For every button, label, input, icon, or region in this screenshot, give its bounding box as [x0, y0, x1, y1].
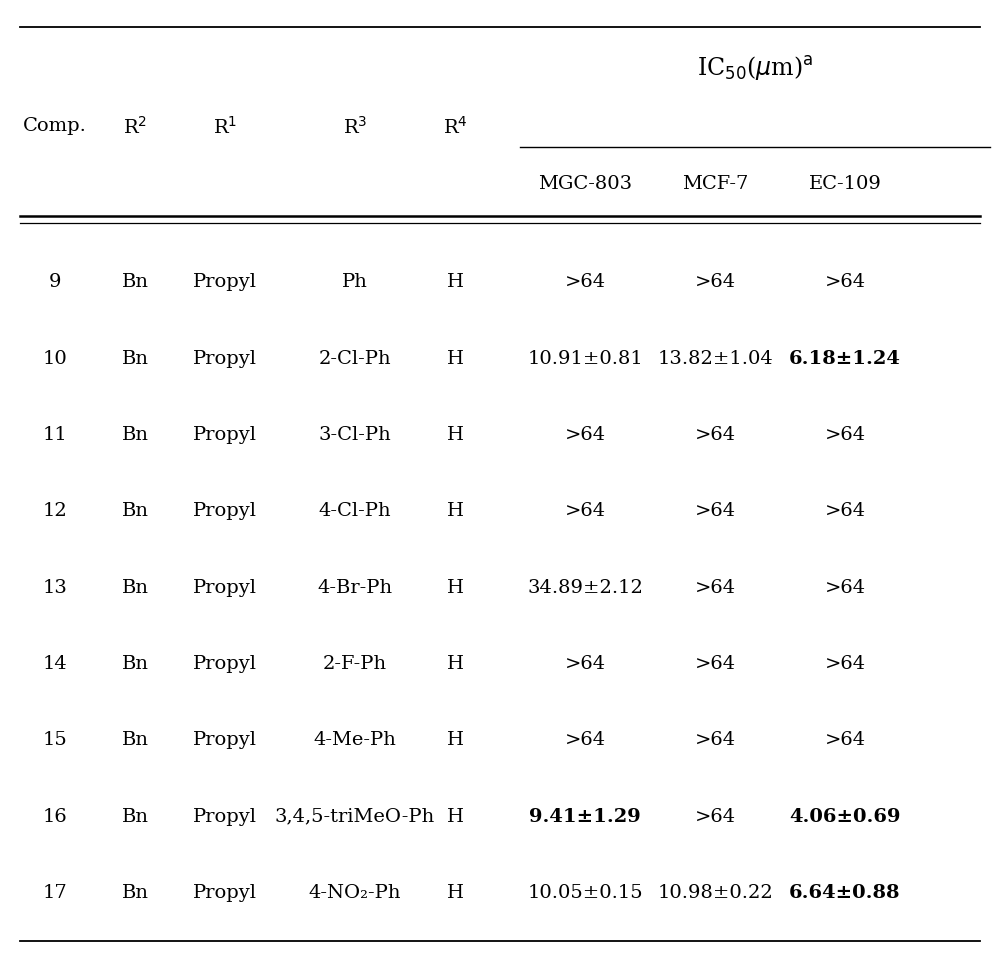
Text: >64: >64: [824, 579, 866, 597]
Text: 10.91±0.81: 10.91±0.81: [527, 350, 643, 368]
Text: >64: >64: [694, 808, 736, 826]
Text: >64: >64: [694, 655, 736, 673]
Text: 6.18±1.24: 6.18±1.24: [789, 350, 901, 368]
Text: Propyl: Propyl: [193, 273, 257, 291]
Text: >64: >64: [694, 502, 736, 520]
Text: 10.98±0.22: 10.98±0.22: [657, 884, 773, 902]
Text: 11: 11: [43, 426, 67, 445]
Text: 16: 16: [43, 808, 67, 826]
Text: >64: >64: [694, 731, 736, 749]
Text: 9.41±1.29: 9.41±1.29: [529, 808, 641, 826]
Text: 3-Cl-Ph: 3-Cl-Ph: [319, 426, 391, 445]
Text: 12: 12: [43, 502, 67, 520]
Text: 10.05±0.15: 10.05±0.15: [527, 884, 643, 902]
Text: H: H: [446, 426, 464, 445]
Text: Bn: Bn: [122, 884, 148, 902]
Text: 2-Cl-Ph: 2-Cl-Ph: [319, 350, 391, 368]
Text: 4-NO₂-Ph: 4-NO₂-Ph: [309, 884, 401, 902]
Text: >64: >64: [824, 731, 866, 749]
Text: H: H: [446, 579, 464, 597]
Text: Propyl: Propyl: [193, 731, 257, 749]
Text: Bn: Bn: [122, 655, 148, 673]
Text: 13: 13: [43, 579, 67, 597]
Text: 4-Me-Ph: 4-Me-Ph: [314, 731, 396, 749]
Text: 3,4,5-triMeO-Ph: 3,4,5-triMeO-Ph: [275, 808, 435, 826]
Text: Propyl: Propyl: [193, 350, 257, 368]
Text: H: H: [446, 273, 464, 291]
Text: 2-F-Ph: 2-F-Ph: [323, 655, 387, 673]
Text: 4.06±0.69: 4.06±0.69: [789, 808, 901, 826]
Text: >64: >64: [564, 731, 606, 749]
Text: 17: 17: [43, 884, 67, 902]
Text: Comp.: Comp.: [23, 118, 87, 135]
Text: >64: >64: [824, 273, 866, 291]
Text: >64: >64: [564, 502, 606, 520]
Text: Bn: Bn: [122, 731, 148, 749]
Text: MCF-7: MCF-7: [682, 175, 748, 193]
Text: 15: 15: [43, 731, 67, 749]
Text: IC$_{50}$($\mu$m)$^{\rm a}$: IC$_{50}$($\mu$m)$^{\rm a}$: [697, 55, 813, 83]
Text: H: H: [446, 808, 464, 826]
Text: 9: 9: [49, 273, 61, 291]
Text: Propyl: Propyl: [193, 884, 257, 902]
Text: H: H: [446, 884, 464, 902]
Text: Bn: Bn: [122, 426, 148, 445]
Text: Ph: Ph: [342, 273, 368, 291]
Text: Propyl: Propyl: [193, 655, 257, 673]
Text: >64: >64: [694, 426, 736, 445]
Text: R$^3$: R$^3$: [343, 116, 367, 137]
Text: Bn: Bn: [122, 579, 148, 597]
Text: H: H: [446, 350, 464, 368]
Text: Bn: Bn: [122, 808, 148, 826]
Text: >64: >64: [824, 426, 866, 445]
Text: 4-Br-Ph: 4-Br-Ph: [317, 579, 393, 597]
Text: Propyl: Propyl: [193, 808, 257, 826]
Text: 14: 14: [43, 655, 67, 673]
Text: >64: >64: [564, 426, 606, 445]
Text: H: H: [446, 731, 464, 749]
Text: Bn: Bn: [122, 273, 148, 291]
Text: Propyl: Propyl: [193, 502, 257, 520]
Text: Propyl: Propyl: [193, 426, 257, 445]
Text: Bn: Bn: [122, 502, 148, 520]
Text: 6.64±0.88: 6.64±0.88: [789, 884, 901, 902]
Text: >64: >64: [694, 273, 736, 291]
Text: 13.82±1.04: 13.82±1.04: [657, 350, 773, 368]
Text: Bn: Bn: [122, 350, 148, 368]
Text: 10: 10: [43, 350, 67, 368]
Text: 4-Cl-Ph: 4-Cl-Ph: [319, 502, 391, 520]
Text: >64: >64: [564, 273, 606, 291]
Text: 34.89±2.12: 34.89±2.12: [527, 579, 643, 597]
Text: >64: >64: [694, 579, 736, 597]
Text: H: H: [446, 655, 464, 673]
Text: R$^1$: R$^1$: [213, 116, 237, 137]
Text: >64: >64: [824, 655, 866, 673]
Text: R$^4$: R$^4$: [443, 116, 467, 137]
Text: >64: >64: [824, 502, 866, 520]
Text: H: H: [446, 502, 464, 520]
Text: R$^2$: R$^2$: [123, 116, 147, 137]
Text: EC-109: EC-109: [809, 175, 881, 193]
Text: Propyl: Propyl: [193, 579, 257, 597]
Text: MGC-803: MGC-803: [538, 175, 632, 193]
Text: >64: >64: [564, 655, 606, 673]
